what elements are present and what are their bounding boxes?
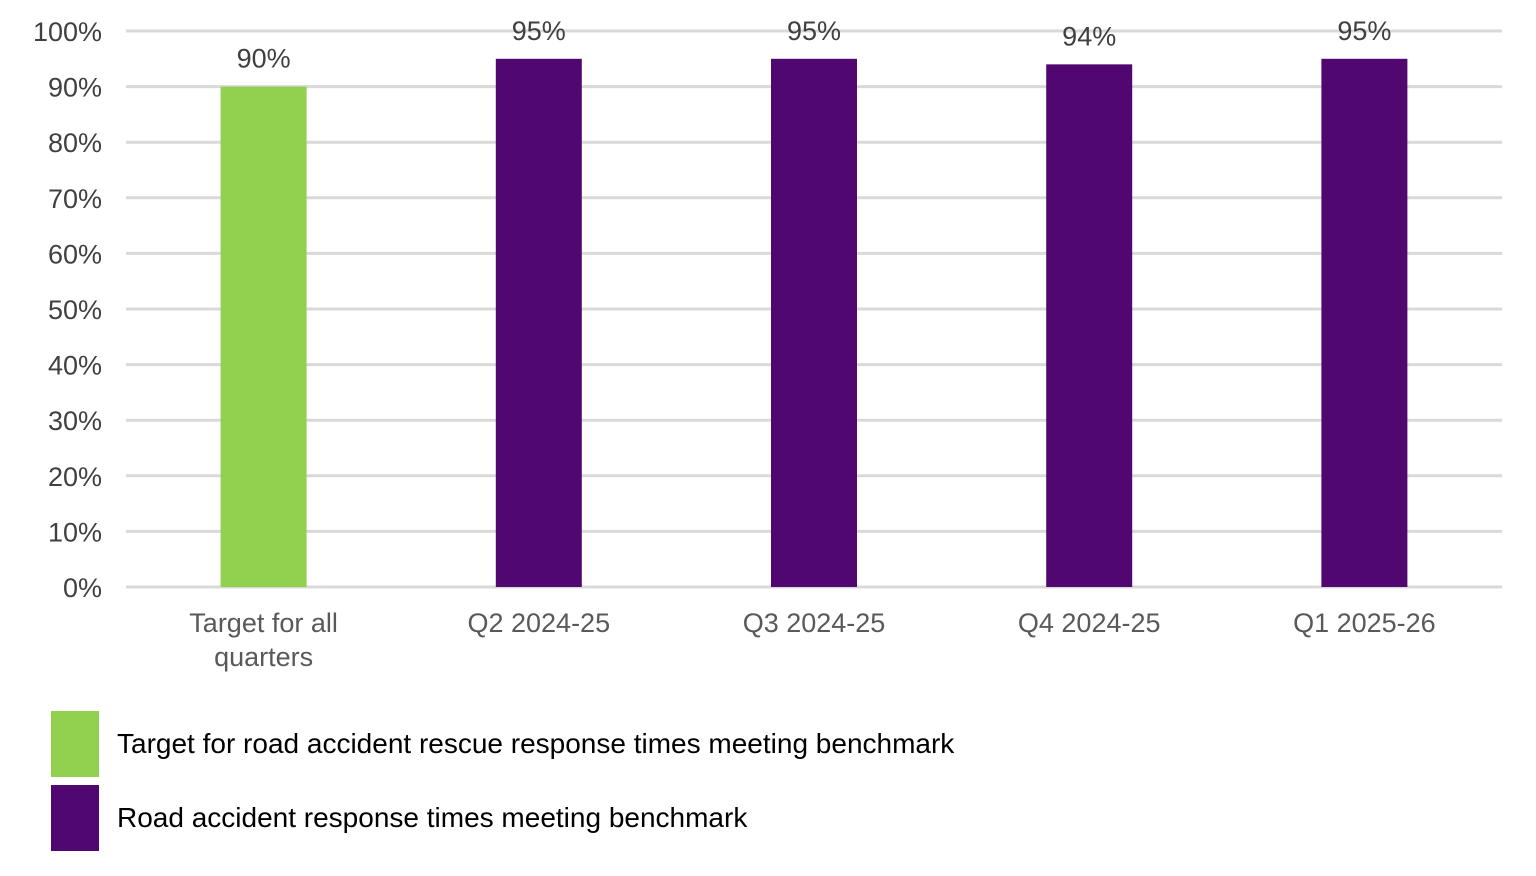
x-tick-label: Q2 2024-25: [467, 608, 610, 638]
bar: [495, 58, 582, 588]
data-label: 95%: [1337, 16, 1391, 46]
legend-item-target: Target for road accident rescue response…: [51, 711, 954, 777]
legend-swatch-actual: [51, 785, 99, 851]
y-tick-label: 70%: [48, 184, 102, 214]
bar: [771, 58, 857, 588]
x-tick-label: quarters: [214, 642, 313, 672]
y-tick-label: 100%: [33, 17, 102, 47]
legend-item-actual: Road accident response times meeting ben…: [51, 785, 747, 851]
x-tick-label: Q1 2025-26: [1293, 608, 1436, 638]
x-tick-label: Q4 2024-25: [1018, 608, 1161, 638]
legend-label-actual: Road accident response times meeting ben…: [117, 802, 748, 833]
data-label: 94%: [1062, 21, 1116, 51]
y-tick-label: 30%: [48, 406, 102, 436]
bar: [1321, 58, 1408, 588]
data-label: 95%: [787, 16, 841, 46]
x-tick-label: Target for all: [189, 608, 338, 638]
legend-label-target: Target for road accident rescue response…: [117, 728, 955, 759]
y-tick-label: 60%: [48, 239, 102, 269]
data-label: 95%: [512, 16, 566, 46]
y-tick-label: 80%: [48, 128, 102, 158]
y-tick-label: 0%: [63, 573, 102, 603]
data-label: 90%: [237, 44, 291, 74]
x-tick-label: Q3 2024-25: [743, 608, 886, 638]
y-tick-label: 50%: [48, 295, 102, 325]
bar: [1046, 64, 1133, 588]
y-tick-label: 10%: [48, 517, 102, 547]
y-tick-label: 40%: [48, 351, 102, 381]
y-tick-label: 20%: [48, 462, 102, 492]
y-tick-label: 90%: [48, 73, 102, 103]
bar: [220, 86, 307, 587]
bar-chart: 0% 10% 20% 30% 40% 50% 60% 70% 80% 90% 100% 90% Targ…: [33, 16, 1502, 672]
legend-swatch-target: [51, 711, 99, 777]
